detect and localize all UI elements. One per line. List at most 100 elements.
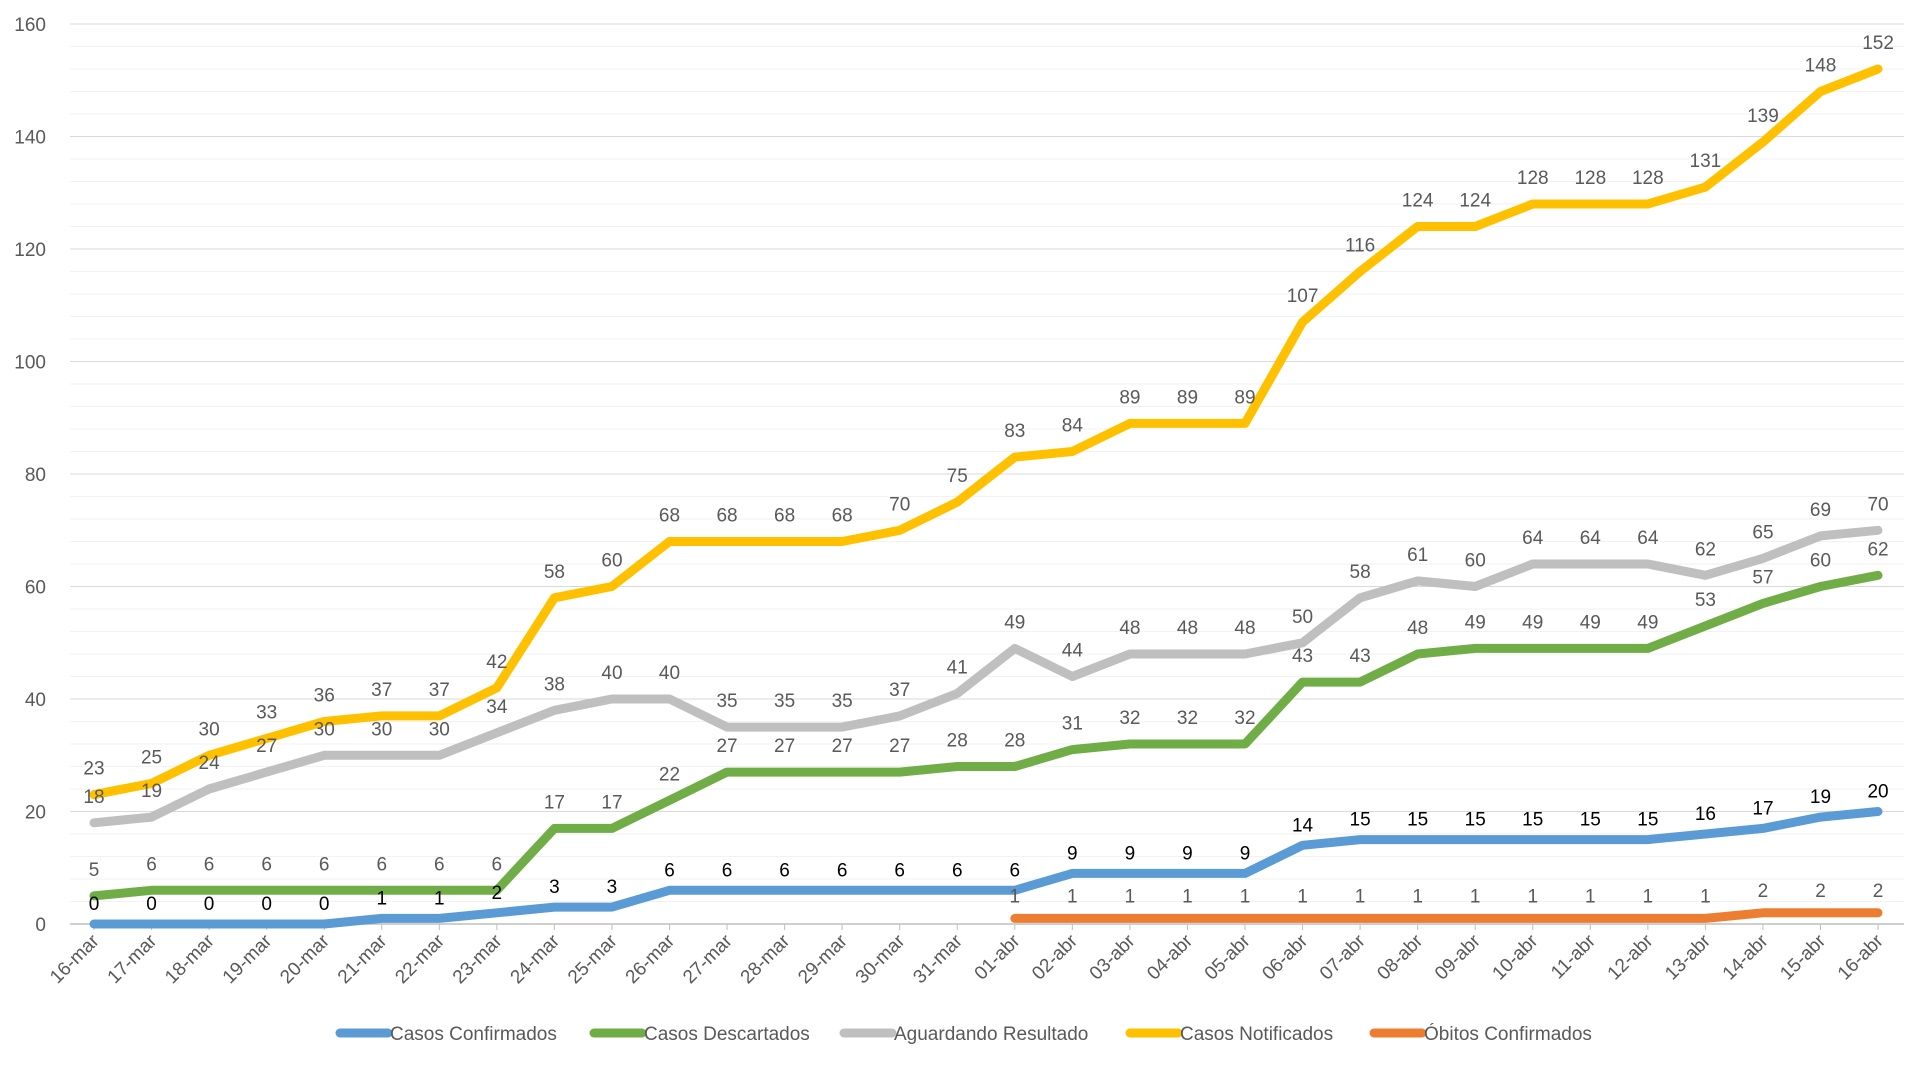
x-tick-label: 01-abr (971, 930, 1025, 984)
data-label: 9 (1125, 843, 1136, 864)
data-label: 124 (1402, 191, 1434, 212)
data-label: 1 (434, 888, 445, 909)
data-label: 28 (947, 731, 968, 752)
data-label: 0 (204, 894, 215, 915)
data-label: 6 (146, 854, 157, 875)
data-label: 84 (1062, 416, 1084, 437)
data-label: 1 (1527, 886, 1538, 907)
data-label: 1 (1240, 886, 1251, 907)
data-label: 128 (1632, 168, 1664, 189)
data-label: 6 (204, 854, 215, 875)
y-tick-label: 120 (14, 240, 46, 261)
series-line-casos-confirmados (89, 807, 1883, 929)
data-label: 22 (659, 764, 680, 785)
data-label: 6 (722, 860, 733, 881)
x-tick-label: 22-mar (391, 930, 449, 988)
y-tick-label: 160 (14, 15, 46, 36)
data-label: 131 (1690, 151, 1722, 172)
x-tick-label: 31-mar (909, 930, 967, 988)
data-label: 58 (1350, 562, 1371, 583)
data-label: 20 (1867, 782, 1888, 803)
data-label: 15 (1580, 810, 1601, 831)
data-label: 60 (1810, 551, 1831, 572)
x-tick-label: 25-mar (564, 930, 622, 988)
data-label: 44 (1062, 641, 1084, 662)
data-label: 6 (434, 854, 445, 875)
data-label: 48 (1234, 618, 1255, 639)
data-label: 2 (492, 883, 503, 904)
data-label: 68 (716, 506, 737, 527)
data-label: 25 (141, 747, 162, 768)
x-tick-label: 23-mar (449, 930, 507, 988)
x-tick-label: 19-mar (219, 930, 277, 988)
data-label: 27 (774, 736, 795, 757)
data-label: 89 (1234, 387, 1255, 408)
data-label: 116 (1345, 236, 1375, 257)
data-label: 68 (659, 506, 680, 527)
legend-label: Casos Descartados (644, 1024, 810, 1045)
data-label: 1 (1355, 886, 1366, 907)
data-label: 62 (1695, 539, 1716, 560)
data-label: 60 (601, 551, 622, 572)
x-tick-label: 29-mar (794, 930, 852, 988)
y-tick-label: 40 (25, 690, 46, 711)
y-tick-label: 0 (35, 915, 46, 936)
data-label: 15 (1350, 810, 1371, 831)
data-label: 27 (716, 736, 737, 757)
x-tick-label: 08-abr (1374, 930, 1428, 984)
data-label: 3 (549, 877, 560, 898)
data-label: 17 (1752, 798, 1773, 819)
data-label: 61 (1407, 545, 1428, 566)
data-label: 65 (1752, 522, 1773, 543)
data-label: 35 (832, 691, 853, 712)
legend-label: Aguardando Resultado (894, 1024, 1088, 1045)
data-label: 15 (1522, 810, 1543, 831)
x-tick-label: 30-mar (852, 930, 910, 988)
data-label: 128 (1574, 168, 1606, 189)
data-label: 30 (314, 719, 335, 740)
x-tick-label: 27-mar (679, 930, 737, 988)
data-label: 35 (774, 691, 795, 712)
data-label: 6 (779, 860, 790, 881)
x-tick-label: 11-abr (1547, 930, 1600, 983)
series-line-casos-notificados (89, 64, 1883, 800)
data-label: 9 (1182, 843, 1193, 864)
data-label: 57 (1752, 567, 1773, 588)
data-label: 124 (1459, 191, 1491, 212)
data-label: 139 (1747, 106, 1779, 127)
data-label: 48 (1407, 618, 1428, 639)
data-label: 50 (1292, 607, 1313, 628)
data-label: 30 (199, 719, 220, 740)
data-label: 6 (319, 854, 330, 875)
data-label: 1 (1585, 886, 1596, 907)
data-label: 1 (1067, 886, 1078, 907)
data-label: 53 (1695, 590, 1716, 611)
x-tick-label: 04-abr (1143, 930, 1197, 984)
data-label: 2 (1758, 881, 1769, 902)
legend-label: Casos Confirmados (390, 1024, 557, 1045)
data-label: 60 (1465, 551, 1486, 572)
series-line-aguardando-resultado (89, 525, 1883, 828)
legend: Casos Confirmados Casos Descartados Aguard… (335, 1023, 1592, 1045)
x-tick-label: 26-mar (622, 930, 680, 988)
data-label: 6 (894, 860, 905, 881)
x-tick-label: 09-abr (1431, 930, 1485, 984)
gridlines (70, 23, 1904, 925)
legend-label: Casos Notificados (1180, 1024, 1333, 1045)
data-label: 31 (1062, 714, 1083, 735)
data-label: 1 (1412, 886, 1423, 907)
data-label: 15 (1407, 810, 1428, 831)
data-label: 17 (544, 792, 565, 813)
x-tick-label: 06-abr (1258, 930, 1312, 984)
data-label: 3 (607, 877, 618, 898)
data-label: 48 (1119, 618, 1140, 639)
data-label: 1 (1125, 886, 1136, 907)
data-label: 32 (1119, 708, 1140, 729)
data-label: 70 (1867, 494, 1888, 515)
data-label: 37 (889, 680, 910, 701)
data-label: 49 (1522, 612, 1543, 633)
data-label: 6 (261, 854, 272, 875)
data-label: 83 (1004, 421, 1025, 442)
y-tick-label: 20 (25, 803, 46, 824)
